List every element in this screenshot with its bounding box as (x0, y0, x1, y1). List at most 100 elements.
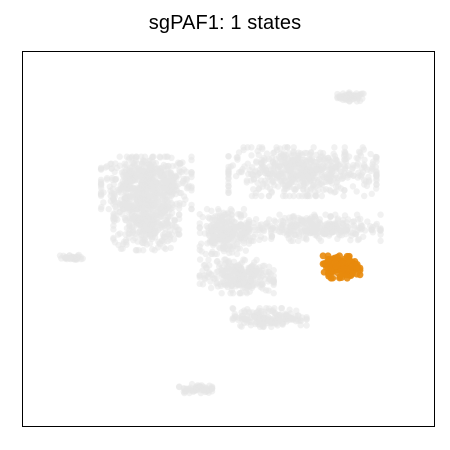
background-point (357, 149, 364, 156)
background-point (340, 152, 348, 159)
background-point (201, 261, 209, 268)
background-point (267, 166, 275, 173)
background-point (156, 240, 163, 248)
background-point (215, 207, 223, 215)
background-point (213, 280, 220, 287)
background-point (373, 171, 380, 179)
background-point (361, 181, 368, 188)
background-point (364, 218, 371, 225)
highlight-point (338, 271, 346, 278)
background-point (227, 205, 234, 213)
background-point (271, 309, 278, 316)
background-point (111, 199, 119, 206)
background-point (270, 290, 277, 297)
background-point (151, 247, 158, 254)
background-point (252, 215, 260, 223)
background-point (240, 146, 247, 154)
background-point (134, 238, 141, 245)
background-point (277, 150, 285, 158)
background-point (245, 268, 252, 275)
background-point (263, 315, 271, 322)
background-point (156, 153, 163, 160)
background-point (320, 163, 327, 170)
background-point (236, 245, 244, 252)
background-point (132, 247, 140, 254)
background-point (276, 211, 283, 218)
background-point (313, 221, 320, 229)
background-point (246, 308, 253, 316)
background-point (154, 196, 162, 203)
background-point (318, 192, 326, 200)
background-point (230, 275, 238, 282)
background-point (316, 175, 323, 182)
background-point (253, 159, 260, 166)
chart-title: sgPAF1: 1 states (148, 12, 302, 34)
background-point (268, 233, 276, 240)
background-point (279, 192, 287, 200)
background-point (291, 187, 299, 194)
background-point (246, 288, 253, 295)
background-point (228, 269, 236, 277)
background-point (163, 171, 170, 178)
background-point (301, 149, 309, 157)
background-point (303, 169, 310, 176)
background-point (79, 255, 86, 262)
background-point (97, 166, 105, 173)
background-point (296, 156, 303, 163)
background-point (242, 247, 249, 254)
background-point (240, 279, 247, 286)
background-point (303, 315, 310, 322)
background-point (136, 228, 143, 236)
background-point (337, 95, 344, 102)
background-point (301, 222, 308, 230)
background-point (300, 234, 307, 242)
background-point (196, 246, 203, 254)
background-point (159, 220, 166, 227)
background-point (290, 144, 297, 151)
background-point (201, 386, 208, 393)
background-point (113, 164, 121, 172)
background-point (323, 225, 331, 232)
background-point (304, 192, 311, 200)
background-point (261, 235, 268, 242)
highlighted-points-layer (319, 252, 364, 282)
highlight-point (331, 259, 339, 266)
background-point (290, 156, 298, 163)
background-point (296, 177, 304, 184)
background-point (175, 211, 183, 218)
background-point (203, 205, 211, 213)
background-point (152, 159, 160, 167)
background-point (205, 256, 212, 263)
background-point (121, 163, 129, 171)
background-point (208, 250, 215, 258)
background-point (331, 189, 338, 196)
background-point (139, 247, 147, 254)
background-point (208, 385, 216, 392)
background-point (256, 304, 263, 312)
background-point (167, 244, 174, 252)
background-point (327, 213, 334, 220)
background-point (235, 264, 242, 272)
background-point (244, 232, 251, 240)
background-point (275, 228, 283, 235)
background-point (123, 171, 131, 179)
background-point (342, 93, 350, 101)
background-point (229, 305, 237, 312)
background-point (129, 229, 136, 237)
background-point (269, 225, 276, 232)
background-point (366, 177, 373, 184)
background-point (368, 190, 375, 198)
background-point (247, 276, 254, 284)
background-point (270, 267, 277, 274)
background-point (125, 208, 132, 216)
background-point (133, 205, 140, 212)
background-point (225, 257, 233, 265)
background-point (344, 224, 351, 231)
background-point (211, 216, 219, 224)
background-point (236, 231, 244, 238)
background-point (240, 272, 248, 279)
background-point (190, 388, 197, 395)
background-point (228, 215, 236, 223)
background-point (248, 282, 255, 290)
